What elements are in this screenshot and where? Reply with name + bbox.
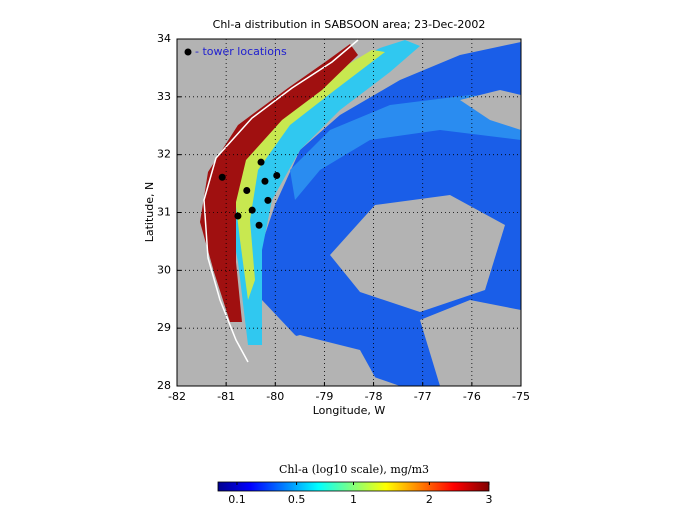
x-tick-label: -78: [365, 390, 383, 403]
legend-marker: [184, 48, 192, 56]
x-tick-label: -82: [168, 390, 186, 403]
colorbar-ticks: 0.1 0.5 1 2 3: [228, 482, 493, 506]
x-tick-label: -81: [217, 390, 235, 403]
tower-marker: [218, 173, 226, 181]
colorbar-tick-label: 0.5: [288, 493, 306, 506]
x-tick-label: -79: [315, 390, 333, 403]
y-axis-label: Latitude, N: [143, 182, 156, 243]
markers: [218, 158, 281, 229]
tower-marker: [261, 177, 269, 185]
tower-marker: [243, 187, 251, 195]
colorbar-tick-label: 0.1: [228, 493, 246, 506]
tower-marker: [255, 221, 263, 229]
y-tick-label: 29: [157, 321, 171, 334]
x-tick-label: -77: [414, 390, 432, 403]
tower-marker: [264, 196, 272, 204]
y-tick-label: 34: [157, 32, 171, 45]
tower-marker: [248, 206, 256, 214]
legend-label: - tower locations: [195, 45, 287, 58]
y-tick-label: 33: [157, 90, 171, 103]
y-tick-label: 28: [157, 379, 171, 392]
colorbar-tick-label: 1: [350, 493, 357, 506]
y-tick-label: 31: [157, 206, 171, 219]
tower-marker: [234, 212, 242, 220]
x-tick-label: -75: [512, 390, 530, 403]
colorbar-label: Chl-a (log10 scale), mg/m3: [279, 463, 429, 476]
chart-title: Chl-a distribution in SABSOON area; 23-D…: [213, 18, 486, 31]
y-tick-label: 32: [157, 148, 171, 161]
colorbar-tick-label: 3: [486, 493, 493, 506]
x-axis-label: Longitude, W: [313, 404, 386, 417]
tower-marker: [257, 158, 265, 166]
plot-frame: [176, 38, 522, 387]
y-tick-label: 30: [157, 263, 171, 276]
x-tick-label: -80: [266, 390, 284, 403]
colorbar-tick-label: 2: [426, 493, 433, 506]
x-tick-label: -76: [463, 390, 481, 403]
tower-marker: [273, 171, 281, 179]
